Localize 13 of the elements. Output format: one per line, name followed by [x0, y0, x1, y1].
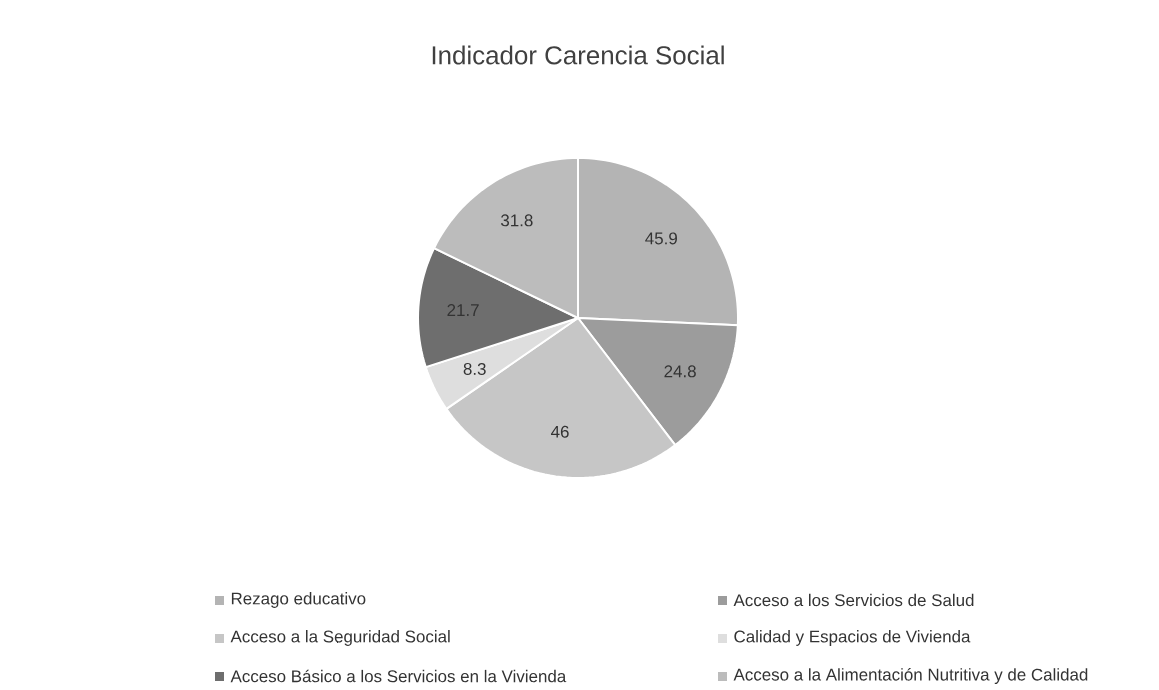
- data-label: 31.8: [501, 214, 533, 227]
- data-label: 24.8: [664, 365, 696, 378]
- legend-label: Rezago educativo: [231, 592, 366, 608]
- legend-label: Acceso Básico a los Servicios en la Vivienda: [230, 669, 567, 683]
- data-label: 45.9: [645, 232, 677, 245]
- data-label: 8.3: [463, 362, 486, 375]
- legend-label: Acceso a la Alimentación Nutritiva y de Calidad: [733, 667, 1088, 684]
- data-label: 46: [551, 425, 569, 438]
- legend-label: Acceso a los Servicios de Salud: [733, 593, 974, 607]
- legend-label: Acceso a la Seguridad Social: [230, 630, 450, 646]
- legend-label: Calidad y Espacios de Vivienda: [734, 630, 971, 646]
- data-label: 21.7: [447, 304, 479, 316]
- chart-title: Indicador Carencia Social: [432, 45, 724, 65]
